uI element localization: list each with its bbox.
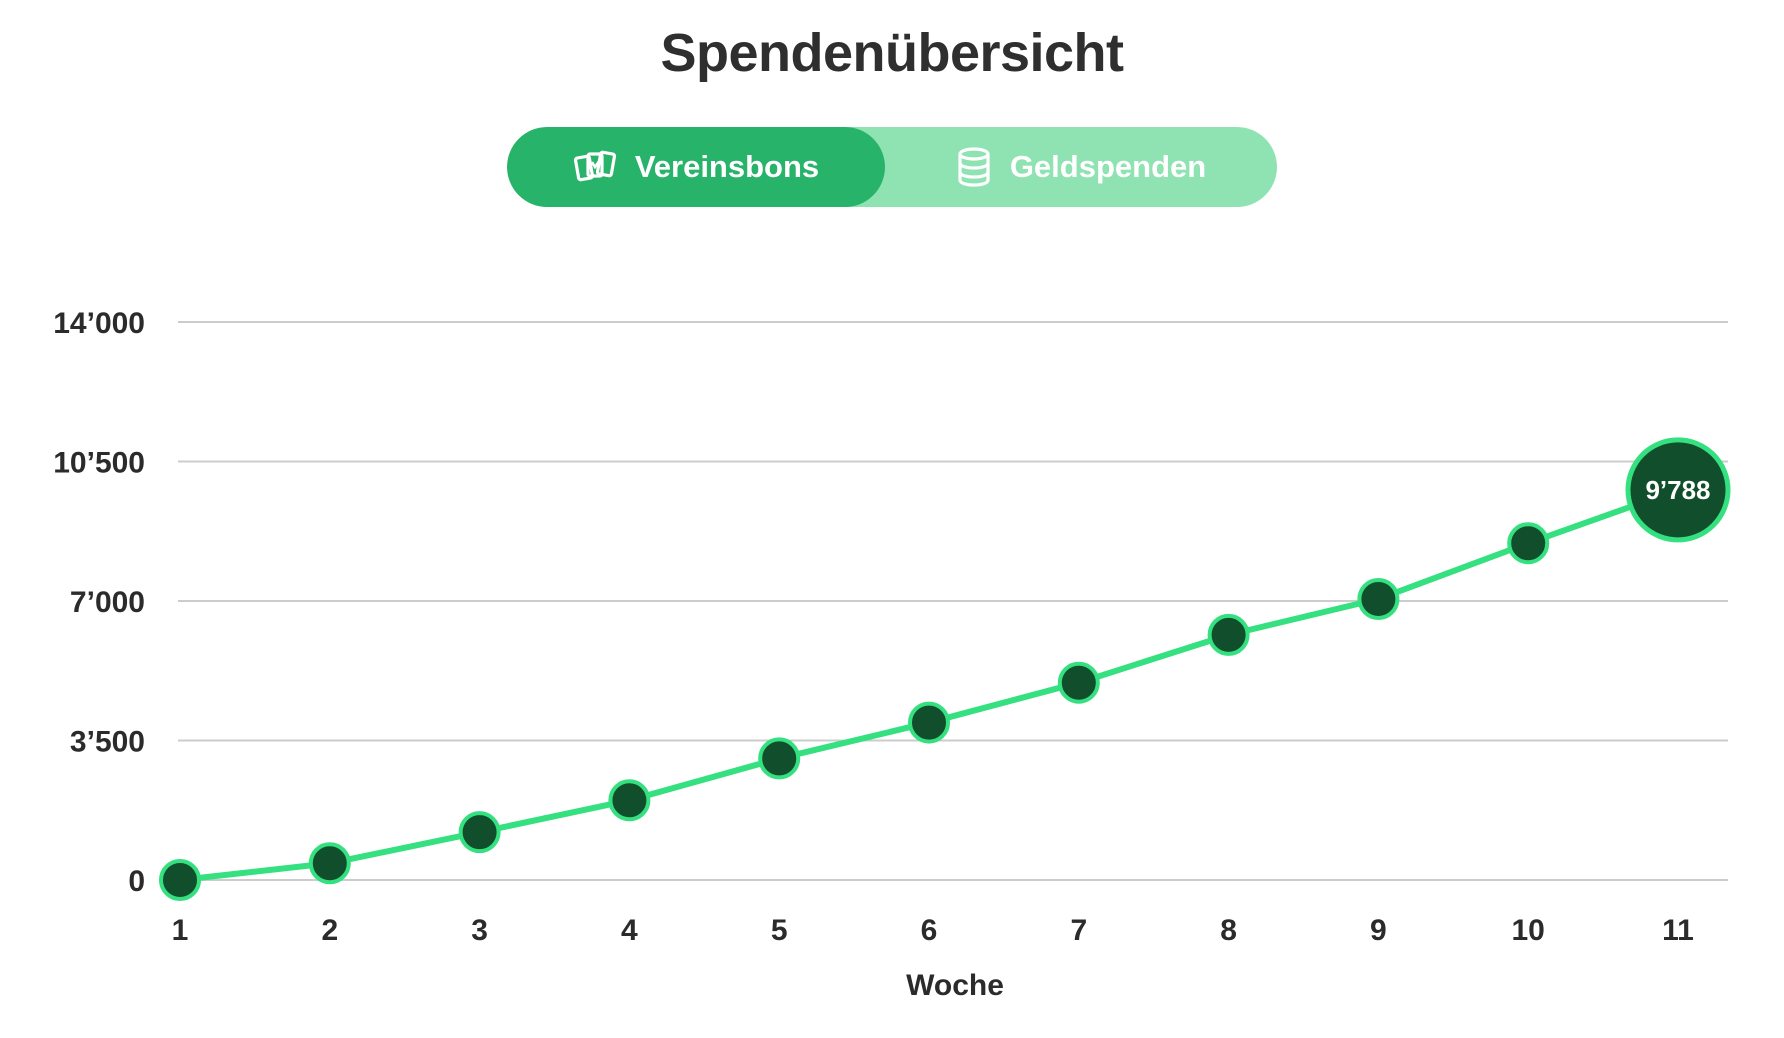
y-tick-label: 3’500 bbox=[70, 726, 145, 759]
y-tick-label: 10’500 bbox=[53, 447, 145, 480]
data-point bbox=[1507, 522, 1550, 565]
series-line bbox=[177, 486, 1681, 883]
coins-stack-icon bbox=[956, 146, 992, 188]
highlight-data-point bbox=[1625, 437, 1731, 543]
data-point bbox=[1357, 578, 1400, 621]
y-tick-label: 7’000 bbox=[70, 586, 145, 619]
data-point bbox=[1057, 661, 1100, 704]
donation-type-toggle: Vereinsbons Geldspenden bbox=[507, 127, 1277, 207]
x-axis-label: Woche bbox=[906, 969, 1004, 1002]
toggle-vereinsbons-label: Vereinsbons bbox=[634, 149, 820, 184]
x-tick-label: 10 bbox=[1512, 914, 1545, 947]
x-tick-label: 6 bbox=[921, 914, 938, 947]
data-point bbox=[1207, 613, 1250, 656]
toggle-vereinsbons-button[interactable]: Vereinsbons bbox=[507, 127, 885, 207]
x-tick-label: 7 bbox=[1070, 914, 1087, 947]
toggle-geldspenden-button[interactable]: Geldspenden bbox=[885, 127, 1277, 207]
x-tick-label: 1 bbox=[172, 914, 189, 947]
x-tick-label: 3 bbox=[471, 914, 488, 947]
data-point bbox=[608, 779, 651, 822]
x-tick-label: 9 bbox=[1370, 914, 1387, 947]
vouchers-icon bbox=[573, 148, 617, 186]
x-tick-label: 11 bbox=[1662, 914, 1694, 947]
highlight-value-label: 9’788 bbox=[1645, 475, 1710, 505]
toggle-geldspenden-label: Geldspenden bbox=[1009, 149, 1207, 184]
data-point bbox=[159, 859, 201, 901]
data-point bbox=[758, 737, 801, 780]
x-tick-label: 4 bbox=[621, 914, 638, 947]
y-tick-label: 14’000 bbox=[53, 307, 145, 340]
data-point bbox=[308, 842, 351, 885]
chart-title: Spendenübersicht bbox=[660, 23, 1124, 83]
x-tick-label: 5 bbox=[771, 914, 788, 947]
data-point bbox=[908, 701, 950, 744]
data-point bbox=[458, 811, 501, 854]
x-tick-label: 8 bbox=[1220, 914, 1237, 947]
y-tick-label: 0 bbox=[128, 865, 145, 898]
x-tick-label: 2 bbox=[321, 914, 338, 947]
